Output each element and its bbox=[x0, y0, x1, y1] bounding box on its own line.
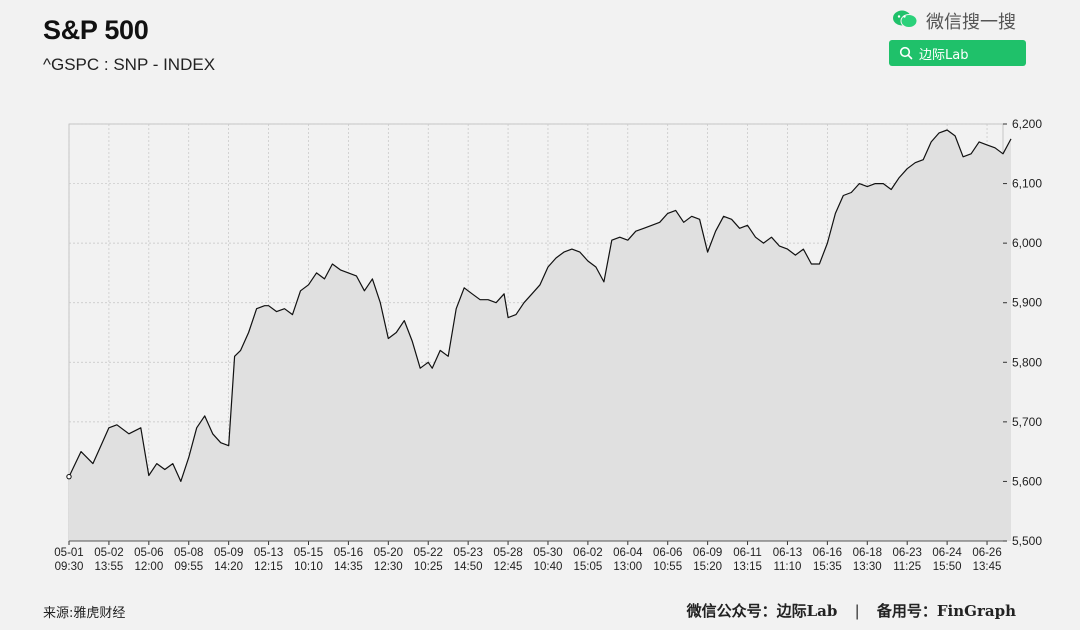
y-tick-label: 5,900 bbox=[1012, 296, 1042, 310]
x-tick-time: 10:25 bbox=[414, 561, 443, 573]
x-tick-time: 15:35 bbox=[813, 561, 842, 573]
wechat-icon bbox=[892, 9, 918, 34]
backup-account: 备用号：FinGraph bbox=[876, 602, 1016, 620]
x-tick-date: 05-09 bbox=[214, 547, 243, 559]
x-tick-time: 11:10 bbox=[773, 561, 801, 573]
x-tick-time: 13:55 bbox=[95, 561, 124, 573]
wechat-account: 微信公众号：边际Lab bbox=[686, 602, 838, 620]
y-axis-ticks: 5,500 5,600 5,700 5,800 5,900 6,000 6,100 6,200 bbox=[1003, 117, 1042, 548]
data-source-note: 来源:雅虎财经 bbox=[43, 606, 126, 621]
x-tick-date: 06-11 bbox=[733, 547, 762, 559]
x-tick-date: 05-30 bbox=[533, 547, 562, 559]
x-tick-time: 10:55 bbox=[653, 561, 682, 573]
x-tick-date: 06-13 bbox=[773, 547, 802, 559]
x-tick-time: 15:50 bbox=[933, 561, 962, 573]
x-tick-time: 10:10 bbox=[294, 561, 323, 573]
footer-separator: | bbox=[854, 602, 860, 620]
x-tick-time: 12:45 bbox=[494, 561, 523, 573]
x-tick-date: 05-02 bbox=[94, 547, 123, 559]
y-tick-label: 5,600 bbox=[1012, 474, 1042, 488]
x-tick-date: 05-22 bbox=[414, 547, 443, 559]
x-axis-ticks: 05-01 09:30 05-02 13:55 05-06 12:00 05-08 09:55… bbox=[54, 540, 1003, 573]
ticker-subtitle: ^GSPC : SNP - INDEX bbox=[43, 55, 216, 74]
x-tick-time: 13:15 bbox=[733, 561, 762, 573]
x-tick-date: 05-20 bbox=[374, 547, 403, 559]
y-tick-label: 6,000 bbox=[1012, 236, 1042, 250]
x-tick-time: 13:00 bbox=[613, 561, 642, 573]
y-tick-label: 6,200 bbox=[1012, 117, 1042, 131]
x-tick-date: 05-16 bbox=[334, 547, 363, 559]
x-tick-date: 05-23 bbox=[453, 547, 482, 559]
x-tick-date: 05-15 bbox=[294, 547, 323, 559]
price-line bbox=[68, 129, 1012, 482]
wechat-search-badge[interactable]: 微信搜一搜 bbox=[892, 9, 1032, 33]
search-button[interactable]: 边际Lab bbox=[889, 40, 1026, 66]
x-tick-date: 05-08 bbox=[174, 547, 203, 559]
x-tick-time: 10:40 bbox=[534, 561, 563, 573]
x-tick-date: 05-06 bbox=[134, 547, 163, 559]
y-tick-label: 5,700 bbox=[1012, 415, 1042, 429]
price-chart: 5,500 5,600 5,700 5,800 5,900 6,000 6,100 6,200… bbox=[54, 117, 1042, 573]
x-tick-date: 06-24 bbox=[932, 547, 962, 559]
wechat-search-label: 微信搜一搜 bbox=[926, 12, 1016, 33]
x-tick-time: 12:30 bbox=[374, 561, 403, 573]
x-tick-time: 15:20 bbox=[693, 561, 722, 573]
y-tick-label: 5,500 bbox=[1012, 534, 1042, 548]
y-tick-label: 6,100 bbox=[1012, 177, 1042, 191]
price-area bbox=[69, 130, 1011, 541]
x-tick-date: 06-09 bbox=[693, 547, 722, 559]
x-tick-time: 13:30 bbox=[853, 561, 882, 573]
x-tick-time: 14:20 bbox=[214, 561, 243, 573]
x-tick-time: 12:00 bbox=[134, 561, 163, 573]
x-tick-date: 06-23 bbox=[892, 547, 921, 559]
x-tick-date: 06-04 bbox=[613, 547, 643, 559]
y-tick-label: 5,800 bbox=[1012, 355, 1042, 369]
x-tick-date: 06-06 bbox=[653, 547, 682, 559]
x-tick-time: 14:50 bbox=[454, 561, 483, 573]
search-icon bbox=[899, 46, 913, 60]
x-tick-time: 09:55 bbox=[174, 561, 203, 573]
x-tick-date: 06-18 bbox=[853, 547, 882, 559]
chart-title: S&P 500 bbox=[43, 15, 149, 45]
footer-credit: 微信公众号：边际Lab | 备用号：FinGraph bbox=[687, 600, 1016, 621]
x-tick-date: 05-01 bbox=[54, 547, 83, 559]
x-tick-date: 06-26 bbox=[972, 547, 1001, 559]
x-tick-time: 11:25 bbox=[893, 561, 921, 573]
x-tick-time: 12:15 bbox=[254, 561, 283, 573]
x-tick-date: 06-02 bbox=[573, 547, 602, 559]
x-tick-time: 14:35 bbox=[334, 561, 363, 573]
x-tick-date: 05-13 bbox=[254, 547, 283, 559]
start-point-marker bbox=[66, 473, 72, 480]
x-tick-time: 13:45 bbox=[973, 561, 1002, 573]
x-tick-time: 15:05 bbox=[573, 561, 602, 573]
x-tick-date: 05-28 bbox=[493, 547, 522, 559]
x-tick-time: 09:30 bbox=[55, 561, 84, 573]
x-tick-date: 06-16 bbox=[813, 547, 842, 559]
search-query-label: 边际Lab bbox=[919, 47, 969, 63]
